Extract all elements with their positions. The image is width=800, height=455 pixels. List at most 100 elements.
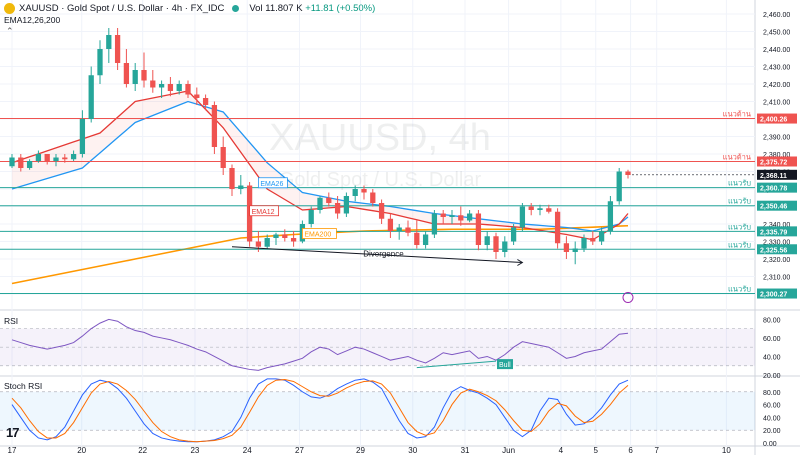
- candle-body: [308, 210, 314, 224]
- candle-body: [264, 238, 270, 247]
- level-price-text: 2,335.79: [760, 229, 787, 236]
- rsi-tick-label: 20.00: [763, 373, 781, 380]
- candle-body: [114, 35, 121, 63]
- level-label: แนวรับ: [728, 285, 751, 294]
- y-tick-label: 2,330.00: [763, 240, 790, 247]
- chevron-up-icon[interactable]: ⌃: [6, 26, 14, 36]
- candle-body: [70, 154, 77, 160]
- candle-body: [519, 206, 526, 228]
- candle-body: [493, 236, 499, 252]
- divergence-line: [231, 246, 523, 263]
- candle-body: [598, 231, 605, 242]
- candle-body: [44, 154, 50, 161]
- candle-body: [370, 192, 376, 203]
- watermark-name: Gold Spot / U.S. Dollar: [279, 169, 482, 191]
- market-open-dot-icon: [232, 5, 240, 12]
- rsi-bull-tag: [497, 359, 513, 370]
- candle-body: [572, 248, 578, 252]
- candle-body: [387, 218, 394, 231]
- y-tick-label: 2,440.00: [763, 47, 790, 54]
- candle-body: [466, 213, 473, 221]
- stoch-k-line: [11, 378, 629, 443]
- candle-body: [378, 203, 385, 219]
- candle-body: [414, 232, 420, 245]
- stoch-tick-label: 80.00: [763, 390, 781, 397]
- candle-body: [123, 63, 130, 84]
- candle-body: [88, 75, 94, 119]
- candle-body: [185, 84, 191, 95]
- watermark-symbol: XAUUSD, 4h: [269, 117, 491, 159]
- candle-body: [79, 119, 86, 154]
- series-label-box: [257, 177, 288, 189]
- candle-body: [625, 171, 631, 175]
- gold-symbol-icon[interactable]: [4, 3, 15, 14]
- y-tick-label: 2,410.00: [763, 100, 790, 107]
- level-label: แนวต้าน: [723, 110, 751, 119]
- series-label: EMA12: [252, 209, 275, 216]
- rsi-line: [11, 318, 629, 371]
- alert-icon[interactable]: [622, 292, 634, 304]
- stoch-tick-label: 0.00: [763, 441, 777, 448]
- level-label: แนวต้าน: [723, 152, 751, 161]
- candle-body: [510, 227, 517, 242]
- rsi-pane-label[interactable]: RSI: [4, 316, 19, 326]
- y-tick-label: 2,340.00: [763, 222, 790, 229]
- candle-body: [211, 105, 218, 147]
- volume-change: +11.81 (+0.50%): [305, 3, 376, 14]
- series-label-box: [249, 205, 280, 217]
- x-tick-label: 10: [722, 446, 731, 455]
- candle-body: [352, 189, 358, 196]
- last-price-tag: [757, 169, 797, 180]
- rsi-tick-label: 80.00: [763, 317, 781, 324]
- candle-body: [554, 211, 561, 244]
- last-price-text: 2,368.11: [760, 173, 787, 180]
- ema-cloud: [12, 91, 628, 240]
- level-price-text: 2,300.27: [760, 292, 787, 299]
- rsi-tick-label: 40.00: [763, 354, 781, 361]
- symbol-title[interactable]: XAUUSD · Gold Spot / U.S. Dollar · 4h · …: [19, 3, 225, 14]
- tradingview-logo-icon[interactable]: 17: [6, 425, 20, 440]
- y-tick-label: 2,390.00: [763, 135, 790, 142]
- volume-value: 11.807 K: [265, 3, 303, 14]
- candle-body: [150, 80, 156, 88]
- candle-body: [158, 84, 165, 88]
- candle-body: [194, 94, 200, 98]
- candle-body: [141, 70, 147, 81]
- stoch-d-line: [11, 379, 629, 443]
- candle-body: [220, 147, 226, 168]
- level-price-text: 2,400.26: [760, 117, 787, 124]
- candle-body: [528, 206, 534, 210]
- x-tick-label: 30: [408, 446, 417, 455]
- stoch-pane-label[interactable]: Stoch RSI: [4, 381, 43, 391]
- level-label: แนวรับ: [728, 240, 751, 249]
- rsi-band: [0, 328, 755, 366]
- candle-body: [62, 157, 68, 160]
- rsi-tick-label: 60.00: [763, 336, 781, 343]
- level-label: แนวรับ: [728, 197, 751, 206]
- candle-body: [167, 84, 174, 91]
- candle-body: [238, 185, 244, 189]
- candle-body: [343, 196, 350, 214]
- candle-body: [449, 215, 455, 217]
- rsi-bull-label: Bull: [499, 362, 511, 369]
- candle-body: [176, 84, 182, 91]
- candle-body: [9, 157, 15, 167]
- candle-body: [431, 213, 438, 235]
- divergence-label: Divergence: [363, 250, 404, 259]
- stoch-tick-label: 40.00: [763, 415, 781, 422]
- candle-body: [255, 241, 262, 247]
- candle-body: [422, 234, 429, 245]
- candle-body: [18, 157, 24, 168]
- candle-body: [502, 241, 508, 252]
- volume-readout: Vol 11.807 K +11.81 (+0.50%): [249, 3, 375, 14]
- divergence-arrowhead: [517, 259, 524, 266]
- indicator-label[interactable]: EMA12,26,200: [4, 15, 61, 25]
- candle-body: [35, 154, 42, 161]
- stoch-tick-label: 60.00: [763, 403, 781, 410]
- y-tick-label: 2,380.00: [763, 152, 790, 159]
- level-price-tag: [757, 182, 797, 193]
- x-tick-label: 4: [559, 446, 564, 455]
- candle-body: [405, 227, 411, 233]
- stoch-tick-label: 20.00: [763, 428, 781, 435]
